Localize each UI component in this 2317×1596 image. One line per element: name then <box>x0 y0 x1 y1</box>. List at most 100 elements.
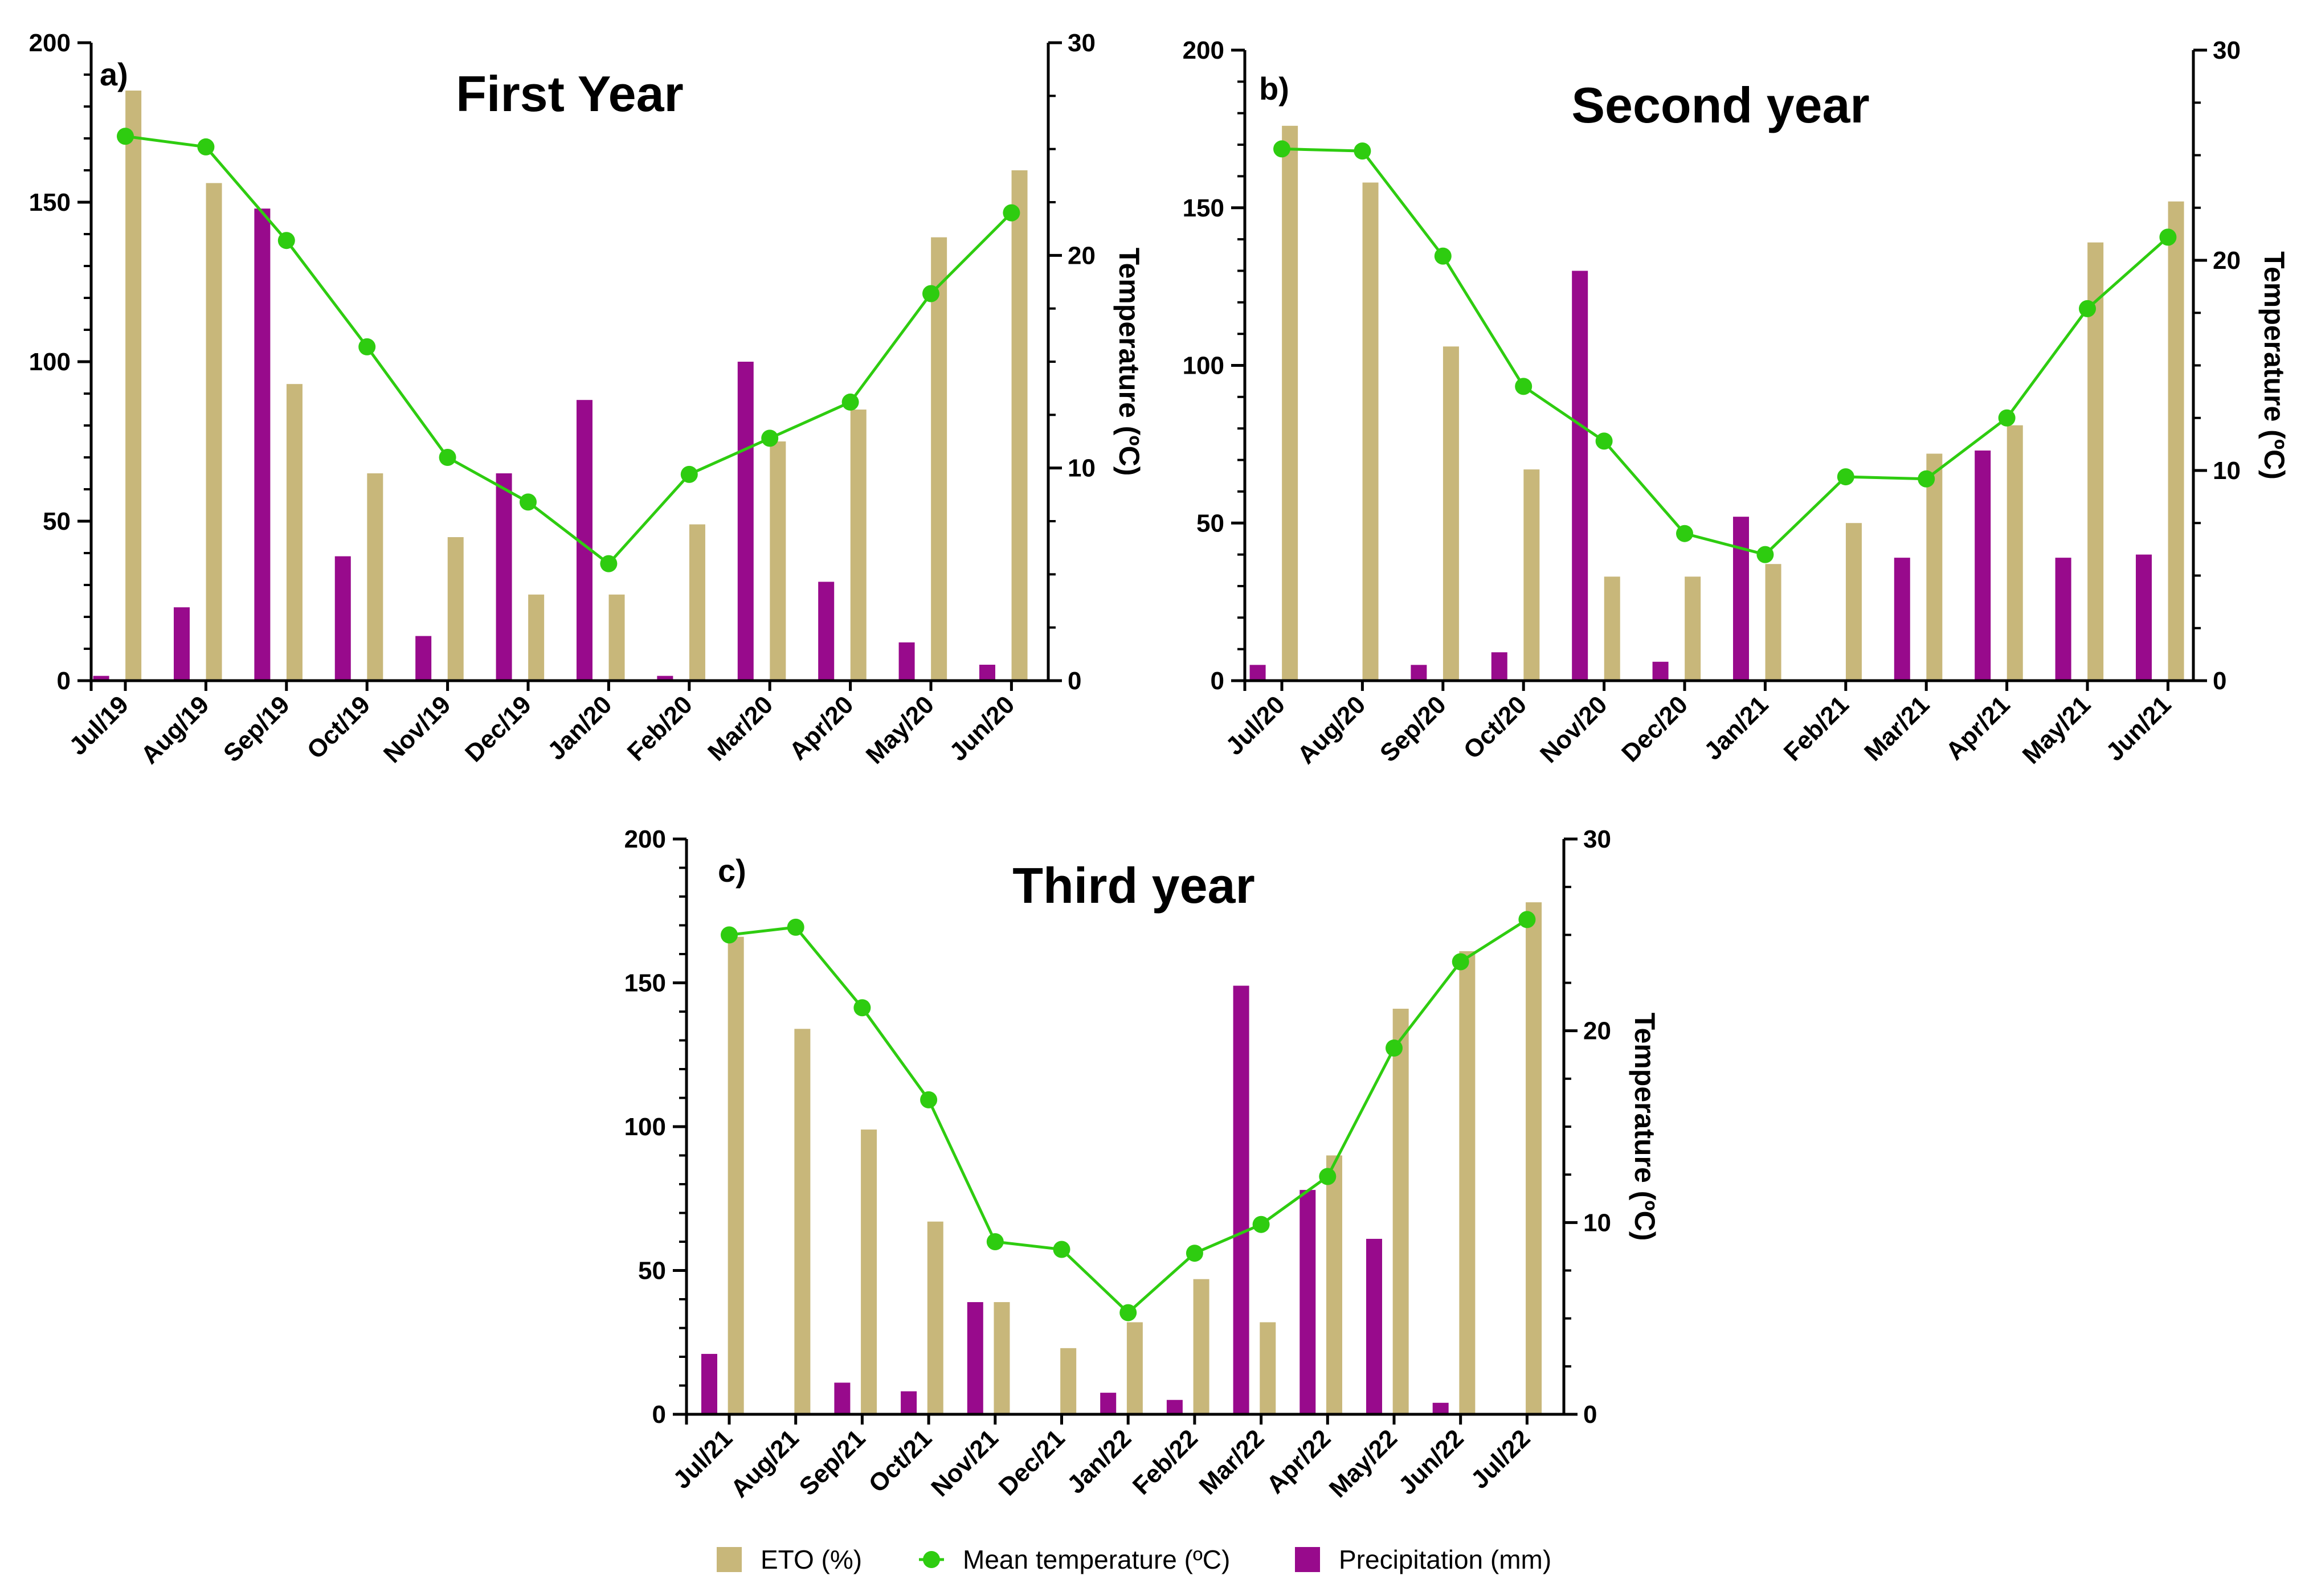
x-tick-label: May/20 <box>861 690 939 769</box>
x-tick-label: May/22 <box>1324 1424 1403 1503</box>
y-right-tick-label: 0 <box>1068 667 1081 695</box>
eto-bar-jul-20 <box>1282 125 1298 681</box>
eto-bar-jun-22 <box>1459 951 1476 1414</box>
eto-bar-dec-21 <box>1060 1348 1077 1414</box>
precipitation-bar-nov-20 <box>1572 271 1588 681</box>
precipitation-bar-nov-19 <box>415 636 432 681</box>
eto-bar-aug-21 <box>794 1029 811 1414</box>
panel-letter: a) <box>100 56 128 92</box>
x-tick-label: Apr/20 <box>784 690 859 765</box>
x-tick-label: Oct/21 <box>863 1424 937 1498</box>
eto-bar-aug-19 <box>206 183 222 681</box>
legend: ETO (%) Mean temperature (ºC) Precipitatio… <box>717 1545 1551 1574</box>
temperature-point-nov-20 <box>1595 432 1613 450</box>
precipitation-bar-jul-21 <box>701 1353 717 1414</box>
temperature-point-feb-22 <box>1186 1245 1203 1262</box>
y-right-tick-label: 10 <box>1583 1209 1611 1237</box>
x-tick-label: Jun/22 <box>1394 1424 1469 1500</box>
precipitation-bar-sep-20 <box>1411 665 1427 681</box>
eto-bar-feb-21 <box>1845 523 1862 681</box>
x-tick-label: Mar/21 <box>1859 690 1935 766</box>
precipitation-bar-jun-21 <box>2135 554 2152 681</box>
legend-label: Precipitation (mm) <box>1339 1545 1551 1574</box>
chart-panel-3: 0 50 100 150 200 0 10 20 30 Temperature (ºC) Jul/2… <box>624 825 1661 1503</box>
eto-bar-mar-20 <box>770 441 786 681</box>
y-left-tick-label: 0 <box>652 1401 666 1429</box>
x-tick-label: Nov/21 <box>926 1424 1004 1502</box>
temperature-point-mar-20 <box>761 429 779 447</box>
temperature-point-apr-20 <box>841 393 859 411</box>
x-tick-label: Jul/20 <box>1220 690 1290 760</box>
y-left-tick-label: 200 <box>29 29 71 57</box>
legend-eto-swatch <box>717 1547 742 1572</box>
eto-bar-sep-20 <box>1442 346 1459 681</box>
legend-temperature-marker <box>923 1551 940 1568</box>
eto-bar-nov-19 <box>447 537 464 681</box>
precipitation-bar-jul-19 <box>93 676 109 681</box>
temperature-point-oct-19 <box>358 338 376 355</box>
precipitation-bar-apr-22 <box>1300 1190 1316 1414</box>
panel-letter: c) <box>718 853 746 889</box>
eto-bar-jun-21 <box>2168 201 2184 681</box>
temperature-point-jun-20 <box>1003 204 1020 222</box>
precipitation-bar-dec-20 <box>1652 661 1669 681</box>
eto-bar-sep-19 <box>286 384 303 681</box>
y-right-tick-label: 0 <box>1583 1401 1597 1429</box>
y-right-tick-label: 20 <box>1068 242 1096 269</box>
y-right-axis-title: Temperature (ºC) <box>1113 248 1145 476</box>
y-left-tick-label: 150 <box>1183 194 1224 222</box>
chart-title: Third year <box>1012 857 1254 914</box>
y-right-tick-label: 30 <box>2213 36 2241 64</box>
temperature-point-jun-21 <box>2159 228 2177 246</box>
eto-bar-jul-19 <box>125 91 142 681</box>
x-tick-label: Aug/19 <box>136 690 214 769</box>
precipitation-bar-apr-21 <box>1975 450 1991 681</box>
temperature-point-aug-19 <box>197 138 215 155</box>
eto-bar-sep-21 <box>861 1130 877 1414</box>
y-left-tick-label: 0 <box>1211 667 1224 695</box>
y-right-tick-label: 20 <box>1583 1017 1611 1045</box>
temperature-point-may-21 <box>2079 300 2096 317</box>
y-left-tick-label: 100 <box>624 1113 666 1141</box>
temperature-point-jul-21 <box>721 926 738 944</box>
precipitation-bar-jun-22 <box>1432 1402 1449 1414</box>
precipitation-bar-sep-19 <box>254 208 271 681</box>
x-tick-label: Apr/21 <box>1940 690 2015 765</box>
chart-panel-2: 0 50 100 150 200 0 10 20 30 Temperature (ºC) Jul/2… <box>1183 36 2290 770</box>
eto-bar-oct-20 <box>1523 469 1540 681</box>
eto-bar-jun-20 <box>1011 170 1028 681</box>
x-tick-label: Aug/21 <box>725 1424 804 1503</box>
y-left-tick-label: 50 <box>1196 509 1224 537</box>
temperature-point-sep-20 <box>1434 247 1452 265</box>
x-tick-label: Oct/20 <box>1458 690 1533 764</box>
eto-bar-may-22 <box>1392 1008 1409 1414</box>
precipitation-bar-sep-21 <box>834 1382 851 1414</box>
precipitation-bar-mar-21 <box>1894 558 1910 681</box>
temperature-point-apr-22 <box>1319 1168 1337 1185</box>
eto-bar-jan-22 <box>1126 1322 1143 1414</box>
legend-precipitation-swatch <box>1295 1547 1320 1572</box>
x-tick-label: Dec/21 <box>994 1424 1070 1501</box>
precipitation-bar-may-20 <box>898 642 915 681</box>
y-left-tick-label: 100 <box>1183 352 1224 380</box>
precipitation-bar-apr-20 <box>818 582 835 681</box>
y-left-tick-label: 100 <box>29 348 71 376</box>
eto-bar-oct-19 <box>367 473 383 681</box>
eto-bar-jan-21 <box>1765 564 1781 681</box>
temperature-point-jun-22 <box>1452 953 1469 971</box>
x-tick-label: Mar/22 <box>1194 1424 1269 1500</box>
temperature-point-jul-19 <box>117 128 134 145</box>
x-tick-label: Dec/19 <box>460 690 537 767</box>
precipitation-bar-may-22 <box>1366 1238 1382 1414</box>
eto-bar-dec-20 <box>1685 576 1701 681</box>
eto-bar-apr-22 <box>1326 1155 1342 1414</box>
x-tick-label: Jan/20 <box>542 690 618 766</box>
temperature-point-may-22 <box>1386 1039 1403 1057</box>
chart-panel-1: 0 50 100 150 200 0 10 20 30 Temperature (ºC) Jul/1… <box>29 29 1145 770</box>
x-tick-label: Oct/19 <box>302 690 376 764</box>
y-right-tick-label: 0 <box>2213 667 2226 695</box>
x-tick-label: Apr/22 <box>1261 1424 1336 1499</box>
y-left-tick-label: 200 <box>1183 36 1224 64</box>
temperature-point-oct-21 <box>920 1091 938 1108</box>
precipitation-bar-feb-20 <box>657 676 673 681</box>
